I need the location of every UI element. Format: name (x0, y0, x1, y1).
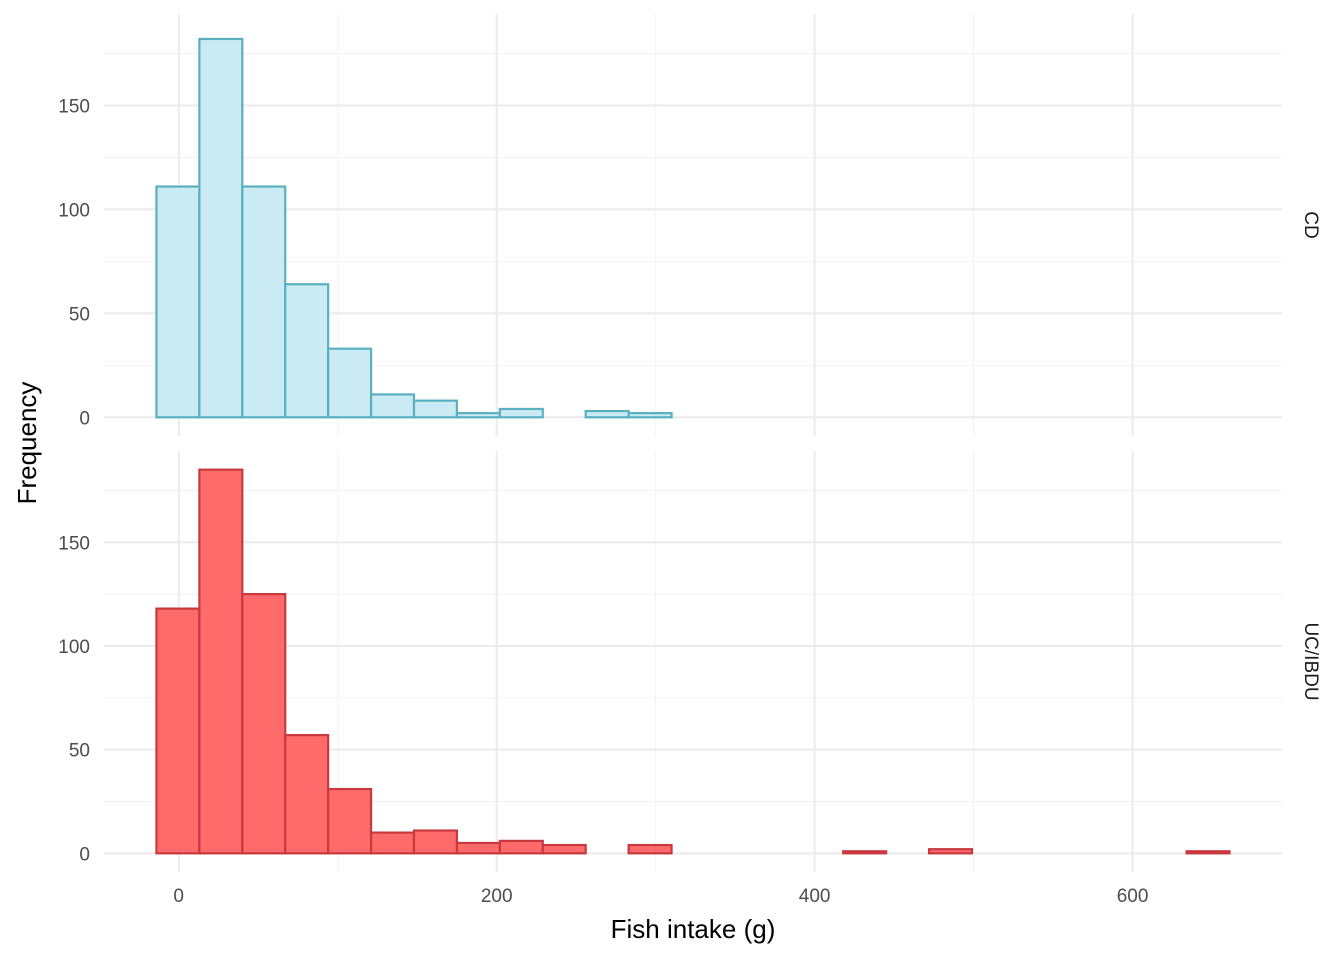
histogram-bar (284, 283, 330, 419)
histogram-bar (327, 787, 373, 855)
x-tick-label: 600 (1117, 886, 1149, 907)
histogram-bar (241, 592, 287, 855)
y-tick-label: 0 (79, 408, 90, 429)
histogram-bar (369, 831, 416, 855)
panels-group: 0 50 100 150 CD 0 50 100 150 UC/IBDU 0 200 400 600 (58, 14, 1321, 907)
histogram-bar (455, 841, 501, 855)
y-tick-label: 100 (58, 200, 90, 221)
histogram-bar (842, 850, 888, 855)
histogram-bar (455, 412, 501, 419)
histogram-bar (927, 848, 974, 855)
histogram-bar (412, 829, 459, 855)
histogram-bar (327, 347, 373, 419)
y-tick-label: 0 (79, 844, 90, 865)
histogram-bar (498, 839, 544, 855)
x-tick-label: 400 (799, 886, 831, 907)
y-tick-label: 150 (58, 533, 90, 554)
histogram-bar (155, 607, 201, 855)
x-axis-title: Fish intake (g) (611, 914, 776, 944)
histogram-bar (412, 399, 459, 419)
facet-strip-label: CD (1300, 211, 1321, 238)
histogram-bar (498, 407, 544, 419)
y-tick-label: 100 (58, 637, 90, 658)
histogram-bar (541, 843, 587, 855)
y-tick-label: 150 (58, 96, 90, 117)
facet-strip-label: UC/IBDU (1300, 622, 1321, 700)
histogram-bar (369, 393, 416, 419)
y-axis-title: Frequency (12, 382, 42, 505)
histogram-bar (627, 412, 673, 419)
y-tick-label: 50 (69, 304, 90, 325)
histogram-bar (627, 843, 673, 855)
histogram-bar (241, 185, 287, 419)
histogram-bar (198, 37, 244, 419)
y-tick-label: 50 (69, 741, 90, 762)
panel-1: 0 50 100 150 UC/IBDU (58, 451, 1321, 872)
histogram-bar (284, 734, 330, 855)
panel-0: 0 50 100 150 CD (58, 14, 1321, 436)
histogram-bar (155, 185, 201, 419)
histogram-bar (584, 409, 630, 419)
histogram-bar (198, 468, 244, 855)
x-axis-ticks: 0 200 400 600 (173, 886, 1148, 907)
x-tick-label: 0 (173, 886, 184, 907)
histogram-bar (1185, 850, 1231, 855)
x-tick-label: 200 (481, 886, 513, 907)
